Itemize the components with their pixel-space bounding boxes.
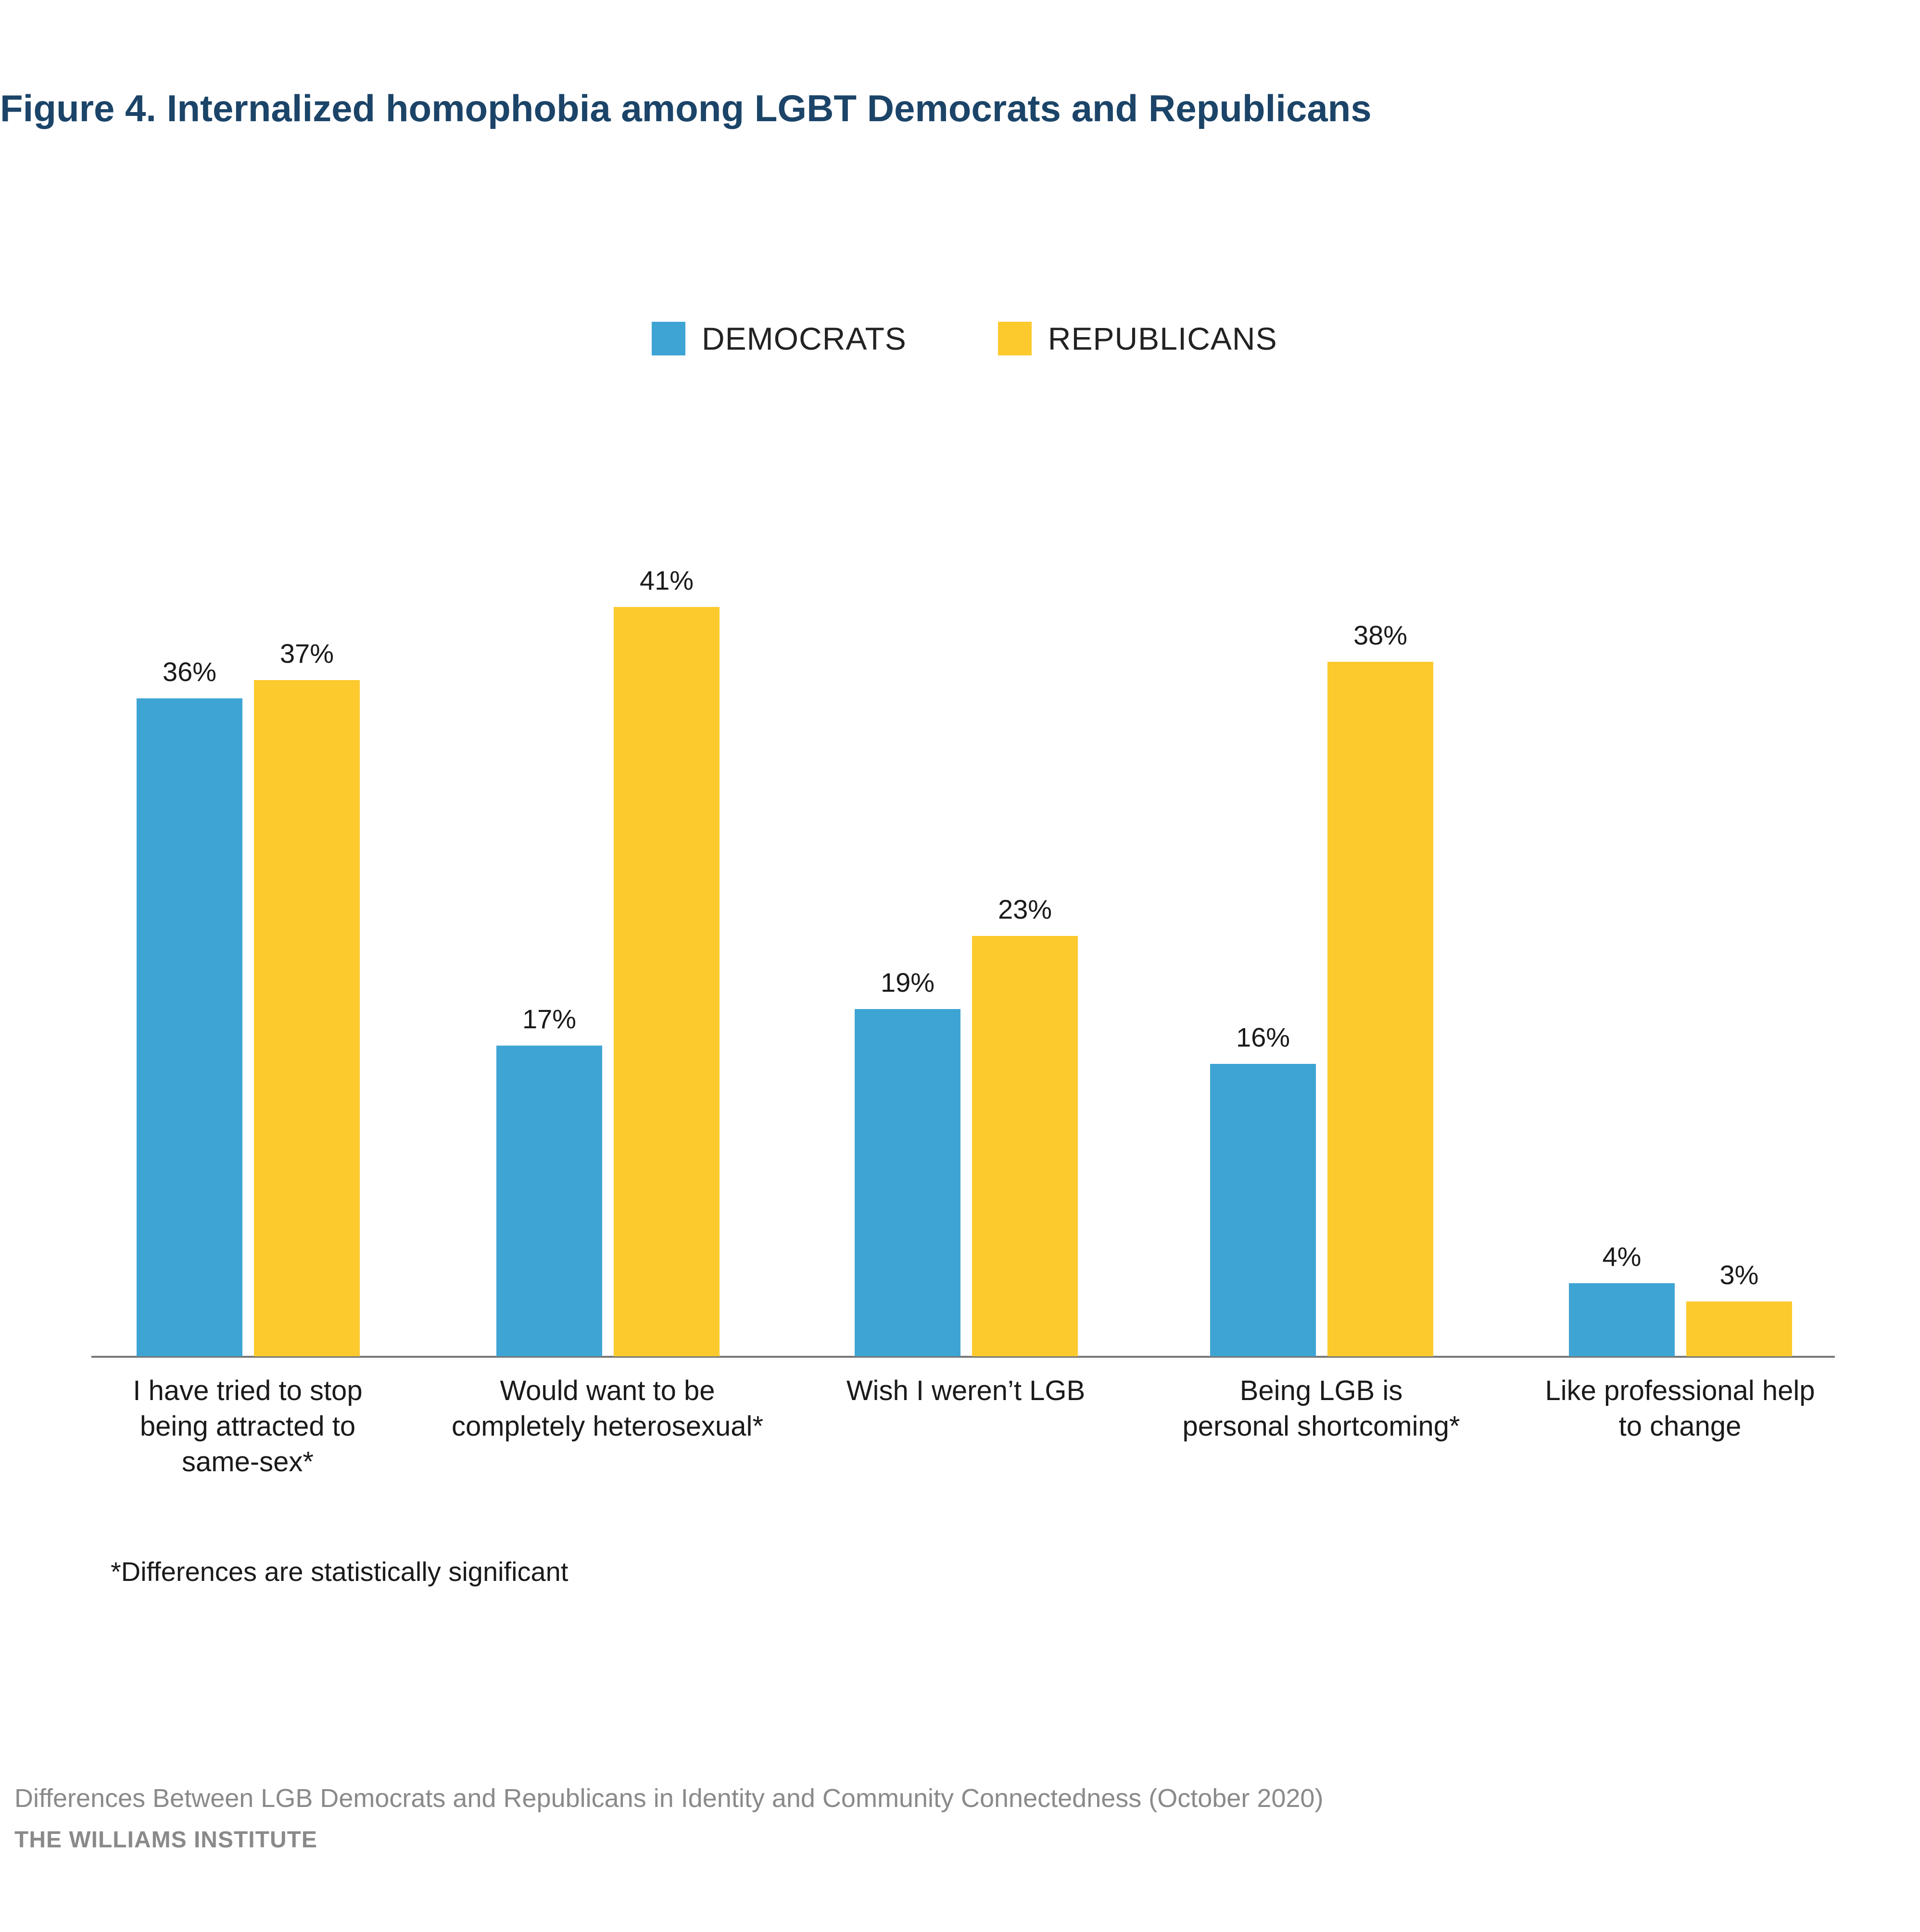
data-label-democrats-4: 16% <box>1236 1022 1290 1052</box>
data-label-republicans-4: 38% <box>1353 620 1407 650</box>
chart-title: Figure 4. Internalized homophobia among … <box>0 87 1372 129</box>
organization-name: THE WILLIAMS INSTITUTE <box>14 1827 317 1853</box>
category-label-professional-help: Like professional help to change <box>1502 1373 1858 1444</box>
data-label-democrats-2: 17% <box>522 1004 576 1034</box>
bar-republicans-3 <box>972 936 1078 1356</box>
legend-item-democrats: DEMOCRATS <box>652 320 907 357</box>
data-label-democrats-5: 4% <box>1603 1241 1642 1272</box>
bar-republicans-5 <box>1686 1301 1792 1356</box>
category-label-personal-shortcoming: Being LGB is personal shortcoming* <box>1143 1373 1499 1444</box>
data-label-democrats-3: 19% <box>881 967 935 998</box>
data-label-democrats-1: 36% <box>163 657 216 687</box>
category-label-line: Would want to be <box>500 1375 715 1406</box>
category-label-line: Being LGB is <box>1239 1375 1403 1406</box>
bar-republicans-2 <box>614 607 720 1356</box>
bar-republicans-4 <box>1327 662 1433 1356</box>
category-label-want-heterosexual: Would want to be completely heterosexual… <box>429 1373 785 1444</box>
bar-democrats-3 <box>855 1009 960 1356</box>
bar-democrats-5 <box>1569 1283 1675 1356</box>
data-label-republicans-3: 23% <box>998 894 1052 924</box>
category-label-tried-to-stop: I have tried to stop being attracted to … <box>70 1373 426 1480</box>
bar-democrats-2 <box>496 1046 602 1356</box>
bar-democrats-4 <box>1210 1064 1316 1356</box>
legend-swatch-republicans <box>998 322 1032 355</box>
category-label-line: being attracted to <box>139 1411 356 1442</box>
category-label-wish-not-lgb: Wish I weren’t LGB <box>788 1373 1144 1409</box>
category-label-line: personal shortcoming* <box>1182 1411 1460 1442</box>
legend: DEMOCRATS REPUBLICANS <box>652 319 1369 358</box>
bar-chart: 36% 37% 17% 41% 19% 23% 16% 38% 4% 3% <box>91 565 1835 1358</box>
category-label-line: completely heterosexual* <box>451 1411 764 1442</box>
bar-republicans-1 <box>254 680 360 1356</box>
legend-label-republicans: REPUBLICANS <box>1048 321 1277 356</box>
data-label-republicans-2: 41% <box>640 565 694 595</box>
category-label-line: same-sex* <box>182 1446 314 1477</box>
legend-label-democrats: DEMOCRATS <box>702 321 907 356</box>
data-label-republicans-1: 37% <box>280 638 334 669</box>
category-label-line: to change <box>1618 1411 1742 1442</box>
category-label-line: I have tried to stop <box>133 1375 363 1406</box>
footnote: *Differences are statistically significa… <box>111 1556 568 1587</box>
legend-item-republicans: REPUBLICANS <box>998 320 1277 357</box>
data-label-republicans-5: 3% <box>1720 1260 1759 1290</box>
bar-democrats-1 <box>137 698 242 1356</box>
category-label-line: Wish I weren’t LGB <box>846 1375 1086 1406</box>
legend-swatch-democrats <box>652 322 685 355</box>
category-label-line: Like professional help <box>1545 1375 1815 1406</box>
source-citation: Differences Between LGB Democrats and Re… <box>14 1784 1324 1813</box>
